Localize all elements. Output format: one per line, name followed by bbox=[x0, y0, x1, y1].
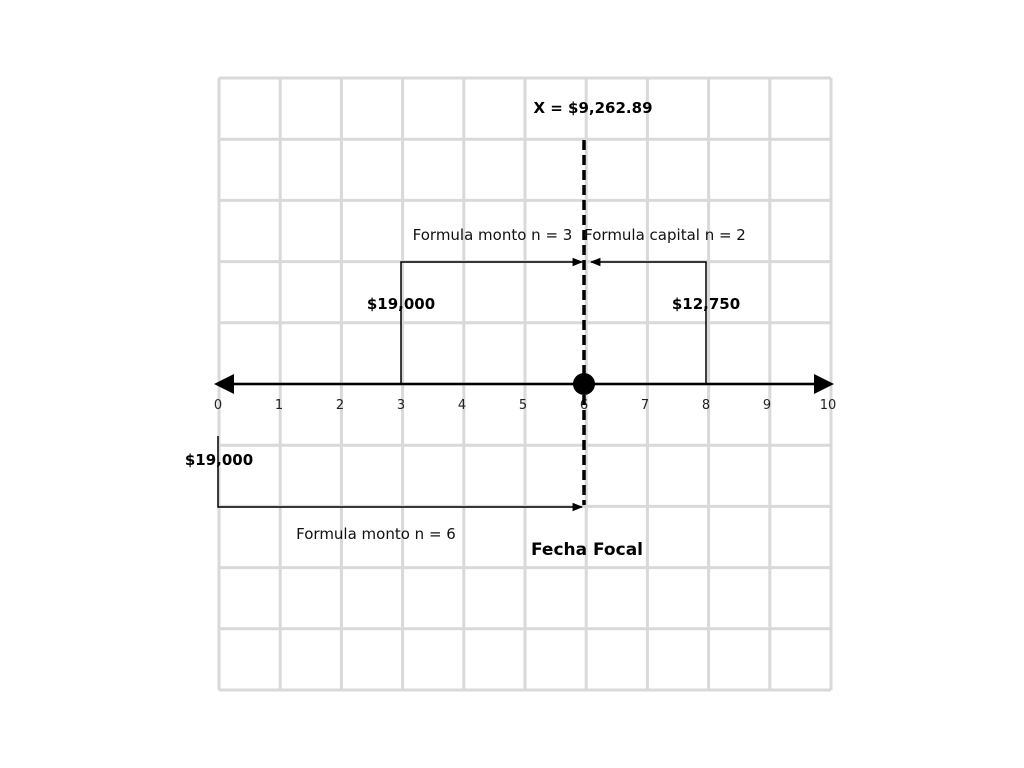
flow-arrow-period-0 bbox=[217, 436, 584, 512]
axis-tick-label: 9 bbox=[763, 398, 771, 413]
focal-date-label: Fecha Focal bbox=[531, 540, 643, 560]
axis-tick-label: 5 bbox=[519, 398, 527, 413]
axis-tick-label: 3 bbox=[397, 398, 405, 413]
payment-period-0: $19,000 Formula monto n = 6 bbox=[185, 436, 584, 543]
payment-amount: $12,750 bbox=[672, 295, 740, 313]
axis-tick-label: 7 bbox=[641, 398, 649, 413]
axis-tick-label: 1 bbox=[275, 398, 283, 413]
payment-amount: $19,000 bbox=[367, 295, 435, 313]
payment-amount: $19,000 bbox=[185, 451, 253, 469]
payment-period-3: $19,000 Formula monto n = 3 bbox=[367, 226, 584, 384]
axis-tick-label: 4 bbox=[458, 398, 466, 413]
axis-tick-labels: 0 1 2 3 4 5 6 7 8 9 10 bbox=[214, 398, 836, 413]
formula-label: Formula capital n = 2 bbox=[584, 226, 746, 244]
payment-period-8: $12,750 Formula capital n = 2 bbox=[584, 226, 746, 384]
focal-date-marker bbox=[573, 373, 595, 395]
axis-tick-label: 8 bbox=[702, 398, 710, 413]
formula-label: Formula monto n = 3 bbox=[413, 226, 573, 244]
flow-arrow-period-3 bbox=[400, 257, 584, 384]
result-label: X = $9,262.89 bbox=[533, 99, 652, 117]
axis-tick-label: 6 bbox=[580, 398, 588, 413]
axis-tick-label: 2 bbox=[336, 398, 344, 413]
axis-tick-label: 10 bbox=[820, 398, 837, 413]
flow-arrow-period-8 bbox=[589, 257, 707, 384]
formula-label: Formula monto n = 6 bbox=[296, 525, 456, 543]
axis-tick-label: 0 bbox=[214, 398, 222, 413]
